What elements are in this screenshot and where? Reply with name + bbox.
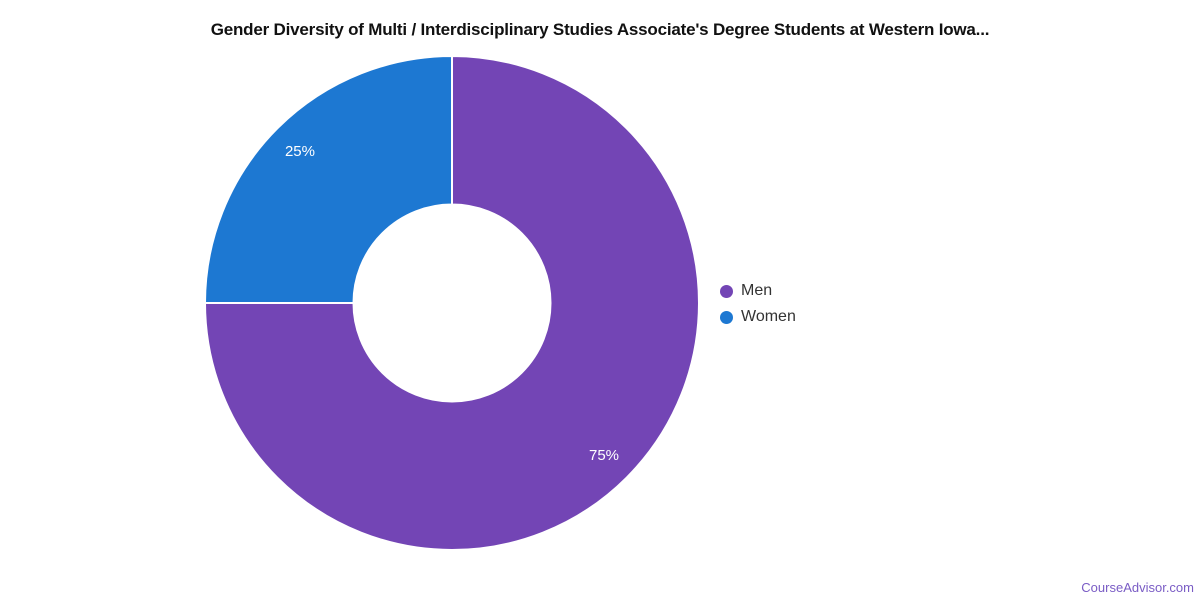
slice-label-women: 25% [285,143,315,160]
legend-item-men[interactable]: Men [720,278,796,304]
slice-label-men: 75% [589,447,619,464]
legend: Men Women [720,278,796,330]
chart-title: Gender Diversity of Multi / Interdiscipl… [210,20,990,39]
legend-label-men: Men [741,282,773,299]
legend-marker-men-icon [720,284,733,298]
legend-marker-women-icon [720,310,733,324]
legend-item-women[interactable]: Women [720,304,796,330]
legend-label-women: Women [741,308,796,325]
courseadvisor-link[interactable]: CourseAdvisor.com [1081,580,1194,595]
donut-slice-women[interactable] [204,55,453,304]
donut-slice-men[interactable] [204,55,700,551]
